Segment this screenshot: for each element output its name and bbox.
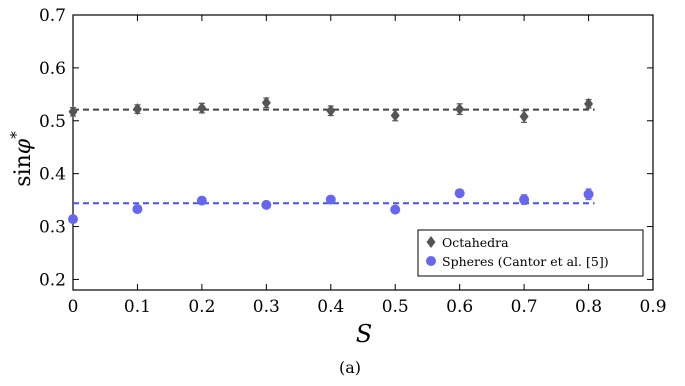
axis-ticks: 0 0.1 0.2 0.3 0.4 0.5 0.6 0.7 0.8 0.9 0.2 0.3 0.4 0.5… [39,6,667,317]
x-tick-label: 0.1 [124,297,151,317]
legend: Octahedra Spheres (Cantor et al. [5]) [417,229,644,277]
circle-marker [196,195,207,206]
circle-marker [454,188,465,199]
y-tick-label: 0.7 [39,6,66,26]
circle-marker [261,199,272,210]
svg-text:sinφ*: sinφ* [7,131,36,187]
spheres-point [583,188,594,201]
legend-box [417,229,644,277]
octahedra-point [584,97,594,110]
legend-circle-marker [426,256,436,266]
diamond-marker [584,97,594,110]
x-tick-label: 0.4 [317,297,344,317]
x-tick-label: 0.2 [188,297,215,317]
spheres-point [68,214,78,225]
diamond-marker [68,105,78,118]
diamond-marker [197,102,207,115]
x-tick-label: 0.7 [511,297,538,317]
spheres-point [454,188,465,199]
y-axis-label: sinφ* [7,131,36,187]
spheres-point [390,204,401,215]
x-tick-label: 0.6 [446,297,473,317]
plot-axes [72,14,654,291]
circle-marker [583,189,594,200]
diamond-marker [326,104,336,117]
y-axis-label-main: sin [11,154,36,187]
circle-marker [68,214,78,225]
spheres-point [196,195,207,206]
diamond-marker [132,103,142,116]
circle-marker [390,204,401,215]
y-tick-label: 0.6 [39,59,66,79]
octahedra-point [390,109,400,122]
spheres-point [261,199,272,210]
octahedra-point [197,102,207,115]
diamond-marker [519,110,529,123]
spheres-point [132,204,143,215]
mean-lines [73,108,595,205]
x-tick-label: 0 [68,297,79,317]
x-tick-label: 0.8 [575,297,602,317]
legend-label-spheres: Spheres (Cantor et al. [5]) [442,254,609,269]
x-tick-label: 0.3 [253,297,280,317]
y-tick-label: 0.2 [39,270,66,290]
y-tick-label: 0.5 [39,112,66,132]
y-tick-label: 0.3 [39,218,66,238]
x-axis-label: S [356,320,372,348]
data-points [68,96,594,225]
y-axis-label-sup: * [7,131,25,139]
octahedra-point [519,110,529,123]
y-tick-label: 0.4 [39,165,66,185]
circle-marker [519,194,530,205]
y-axis-label-symbol: φ [11,138,36,154]
diamond-marker [455,103,465,116]
legend-diamond-marker [426,236,436,248]
octahedra-point [326,104,336,117]
figure-caption: (a) [339,358,361,377]
plot-frame [72,14,654,291]
spheres-point [325,194,336,205]
x-tick-label: 0.5 [382,297,409,317]
spheres-point [519,194,530,205]
x-tick-label: 0.9 [639,297,666,317]
circle-marker [325,194,336,205]
diamond-marker [261,96,271,109]
octahedra-point [455,103,465,116]
octahedra-point [132,103,142,116]
octahedra-point [68,105,78,118]
circle-marker [132,204,143,215]
diamond-marker [390,109,400,122]
legend-label-octahedra: Octahedra [442,235,509,250]
octahedra-point [261,96,271,109]
